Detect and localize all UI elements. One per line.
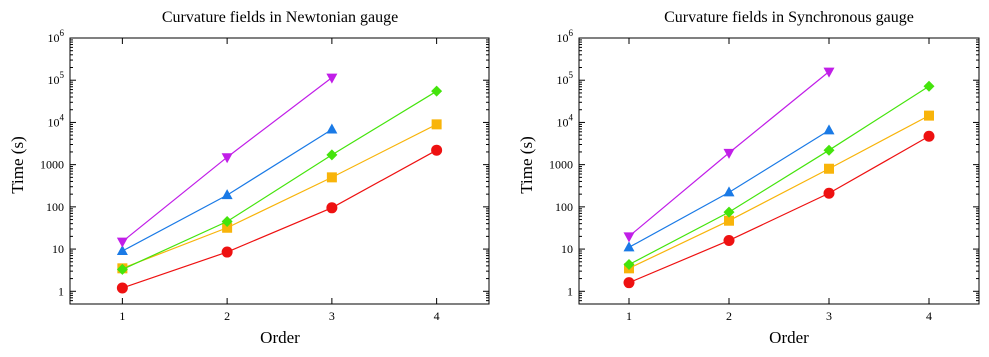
series-square (117, 119, 442, 274)
y-axis-label: Time (s) (517, 136, 536, 193)
x-tick-label: 2 (224, 309, 230, 323)
data-point-triangle-up (326, 123, 338, 134)
x-axis-label: Order (260, 328, 300, 347)
data-point-triangle-up (116, 245, 128, 256)
x-axis-label: Order (769, 328, 809, 347)
y-tick-label: 105 (48, 70, 65, 87)
data-point-triangle-up (221, 189, 233, 200)
series-line (122, 149, 437, 289)
data-point-square (326, 172, 337, 183)
x-tick-label: 1 (119, 309, 125, 323)
data-point-circle (431, 144, 443, 156)
series-line (628, 85, 930, 266)
y-tick-label: 106 (557, 28, 574, 45)
series-circle (623, 130, 935, 289)
series-circle (116, 144, 443, 294)
series-square (624, 110, 934, 274)
series-diamond (116, 85, 443, 275)
y-tick-label: 104 (48, 112, 65, 129)
series-triangle-up (116, 123, 338, 256)
series-triangle-up (623, 124, 835, 252)
chart-panel-newtonian: Curvature fields in Newtonian gauge Orde… (8, 9, 490, 347)
chart-panel-synchronous: Curvature fields in Synchronous gauge Or… (517, 9, 980, 347)
data-point-circle (923, 130, 935, 142)
x-tick-label: 4 (434, 309, 440, 323)
data-point-diamond (431, 85, 443, 97)
data-point-triangle-down (116, 237, 128, 248)
data-point-diamond (221, 216, 233, 228)
series-line (122, 123, 437, 269)
data-point-circle (326, 202, 338, 214)
data-point-square (824, 163, 834, 174)
data-point-triangle-down (326, 73, 338, 84)
data-point-diamond (923, 80, 935, 92)
data-point-diamond (116, 263, 128, 275)
data-point-triangle-up (723, 186, 735, 197)
y-tick-label: 1000 (40, 158, 64, 172)
data-point-triangle-up (823, 124, 835, 135)
series-diamond (623, 80, 935, 271)
data-point-circle (823, 187, 835, 199)
y-tick-label: 10 (561, 242, 573, 256)
data-point-square (431, 119, 442, 130)
chart-title: Curvature fields in Newtonian gauge (162, 9, 398, 26)
y-axis-label: Time (s) (8, 136, 27, 193)
y-tick-label: 10 (52, 242, 64, 256)
series-triangle-down (623, 67, 835, 243)
data-point-circle (221, 246, 233, 258)
series-triangle-down (116, 73, 338, 248)
data-point-diamond (823, 144, 835, 156)
data-point-triangle-down (623, 232, 635, 243)
x-tick-label: 3 (329, 309, 335, 323)
y-tick-label: 1 (58, 284, 64, 298)
x-tick-label: 4 (926, 309, 932, 323)
chart-title: Curvature fields in Synchronous gauge (664, 9, 914, 26)
data-point-square (924, 110, 934, 121)
data-point-circle (116, 282, 128, 294)
x-tick-label: 3 (826, 309, 832, 323)
data-point-diamond (723, 206, 735, 218)
y-tick-label: 104 (557, 112, 574, 129)
data-point-circle (623, 277, 635, 289)
x-tick-label: 2 (726, 309, 732, 323)
data-point-square (222, 222, 233, 233)
data-point-triangle-down (723, 148, 735, 159)
x-tick-label: 1 (626, 309, 632, 323)
y-tick-label: 100 (46, 200, 64, 214)
data-point-diamond (326, 149, 338, 161)
data-point-diamond (623, 259, 635, 271)
series-line (628, 135, 930, 284)
data-point-square (724, 215, 734, 226)
data-point-triangle-down (221, 153, 233, 164)
plot-area: 1 2 3 4 1 10 100 1000 104 105 106 (549, 28, 980, 323)
y-tick-label: 105 (557, 70, 574, 87)
data-point-triangle-up (623, 241, 635, 252)
y-tick-label: 100 (555, 200, 573, 214)
data-point-triangle-down (823, 67, 835, 78)
y-tick-label: 1000 (549, 158, 573, 172)
data-point-circle (723, 234, 735, 246)
plot-area: 1 2 3 4 1 10 100 1000 104 105 106 (40, 28, 490, 323)
series-line (628, 115, 930, 269)
series-line (122, 90, 437, 270)
y-tick-label: 1 (567, 284, 573, 298)
y-tick-label: 106 (48, 28, 65, 45)
